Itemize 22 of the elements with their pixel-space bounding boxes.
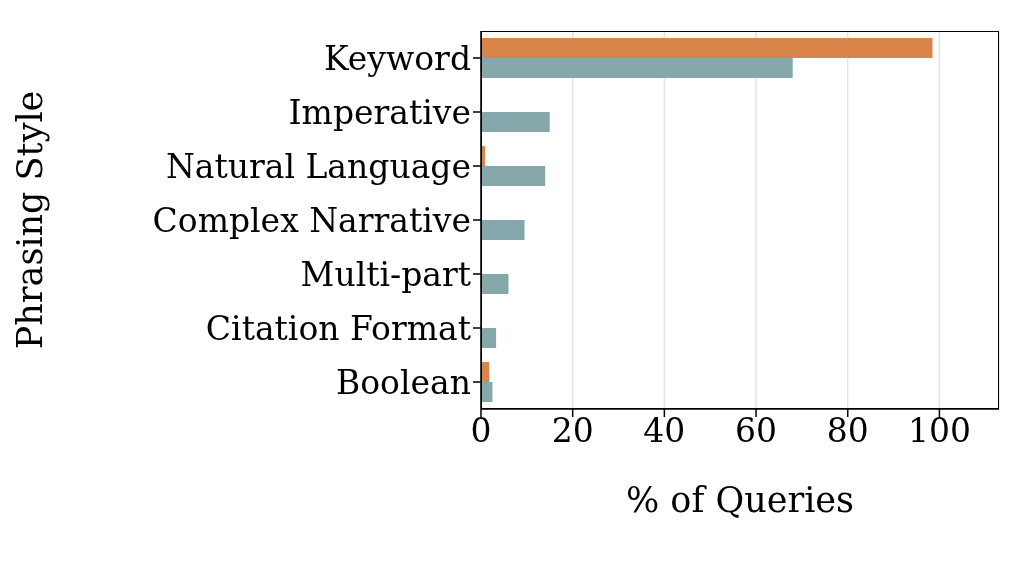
bar — [481, 220, 525, 240]
y-tick-label: Keyword — [324, 38, 471, 78]
y-tick-label: Imperative — [288, 92, 471, 132]
x-tick-label: 100 — [907, 411, 971, 451]
y-tick-label: Complex Narrative — [152, 200, 471, 240]
y-tick-label: Boolean — [336, 362, 471, 402]
y-tick-label: Natural Language — [165, 146, 471, 186]
x-tick-label: 40 — [643, 411, 686, 451]
bar — [481, 58, 793, 78]
x-tick-label: 0 — [470, 411, 492, 451]
x-tick-label: 80 — [826, 411, 869, 451]
y-tick-label: Multi-part — [300, 254, 471, 294]
bar — [481, 38, 933, 58]
bar — [481, 166, 546, 186]
x-axis-title: % of Queries — [625, 479, 855, 520]
bar — [481, 112, 550, 132]
x-tick-label: 20 — [551, 411, 594, 451]
bar — [481, 328, 497, 348]
bar — [481, 274, 509, 294]
x-tick-label: 60 — [735, 411, 778, 451]
y-tick-label: Citation Format — [205, 308, 471, 348]
y-axis-title: Phrasing Style — [10, 90, 51, 350]
